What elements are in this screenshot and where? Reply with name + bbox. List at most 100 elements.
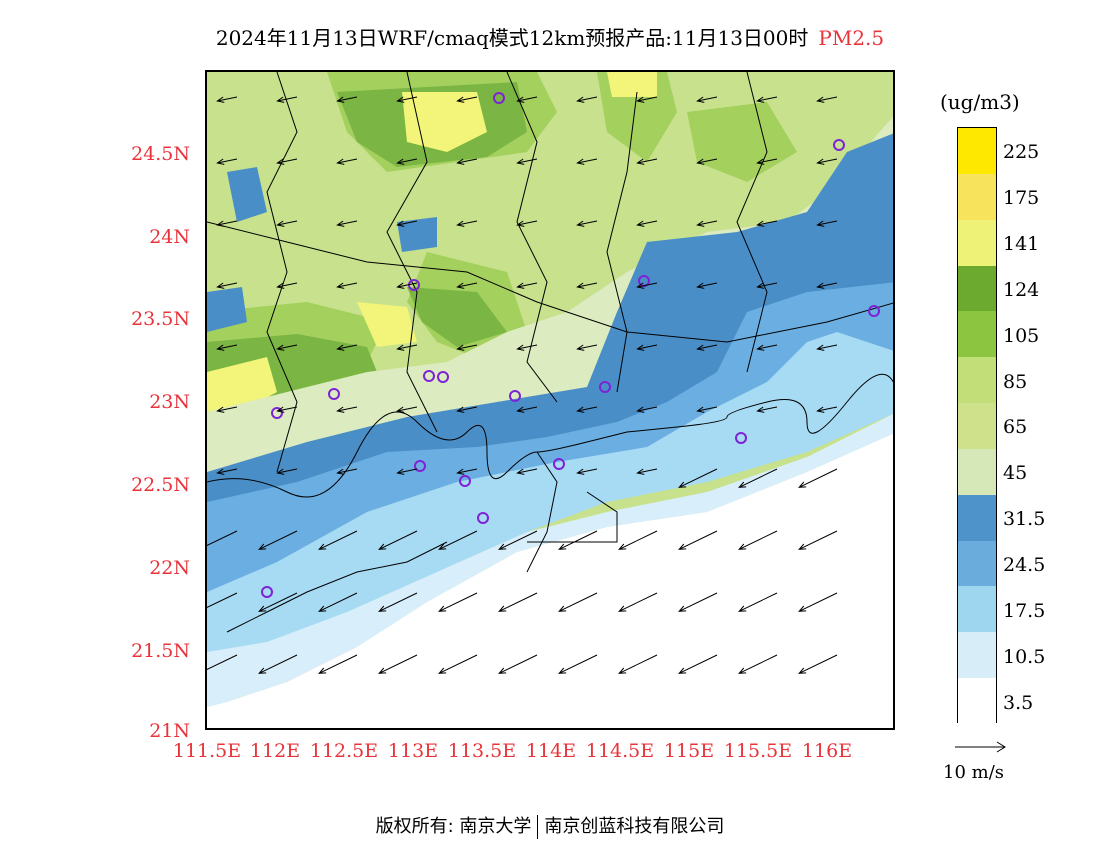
wind-vector xyxy=(816,158,838,165)
wind-vector xyxy=(576,282,598,289)
wind-vector xyxy=(678,654,718,674)
wind-vector xyxy=(816,220,838,227)
wind-vector xyxy=(678,592,718,612)
colorbar-swatch xyxy=(958,586,996,633)
wind-vector xyxy=(696,158,718,165)
wind-vector xyxy=(258,530,298,550)
wind-vector xyxy=(456,158,478,165)
wind-vector xyxy=(576,96,598,103)
wind-vector xyxy=(756,344,778,351)
colorbar-unit: (ug/m3) xyxy=(940,90,1020,114)
wind-vector xyxy=(696,96,718,103)
wind-vector xyxy=(756,220,778,227)
station-marker xyxy=(477,512,489,524)
wind-vector xyxy=(816,96,838,103)
wind-vector xyxy=(276,468,298,475)
lon-label-112: 112E xyxy=(249,740,301,762)
wind-vector xyxy=(576,158,598,165)
wind-vector xyxy=(216,406,238,413)
wind-vector xyxy=(696,220,718,227)
colorbar-label-124: 124 xyxy=(1003,279,1040,301)
station-marker xyxy=(423,370,435,382)
station-marker xyxy=(509,390,521,402)
wind-vector xyxy=(636,220,658,227)
concentration-field xyxy=(207,72,893,728)
colorbar-swatch xyxy=(958,173,996,220)
station-marker xyxy=(414,460,426,472)
colorbar-label-105: 105 xyxy=(1003,325,1040,347)
station-marker xyxy=(261,586,273,598)
wind-vector xyxy=(258,654,298,674)
wind-vector xyxy=(696,344,718,351)
colorbar-swatch xyxy=(958,219,996,266)
map-title: 2024年11月13日WRF/cmaq模式12km预报产品:11月13日00时 P… xyxy=(0,22,1100,51)
wind-vector xyxy=(396,282,418,289)
credit-right: 南京创蓝科技有限公司 xyxy=(544,816,725,837)
wind-vector xyxy=(396,96,418,103)
colorbar-label-24-5: 24.5 xyxy=(1003,554,1046,576)
wind-vector xyxy=(516,344,538,351)
wind-vector xyxy=(636,282,658,289)
wind-vector xyxy=(216,344,238,351)
wind-vector xyxy=(207,654,238,671)
station-marker xyxy=(493,92,505,104)
lon-label-111-5: 111.5E xyxy=(172,740,242,762)
wind-vector xyxy=(816,406,838,413)
pm25-map xyxy=(205,70,895,730)
wind-vector xyxy=(216,96,238,103)
wind-vector xyxy=(516,96,538,103)
wind-vector xyxy=(756,158,778,165)
wind-vector xyxy=(738,530,778,550)
colorbar-label-85: 85 xyxy=(1003,371,1028,393)
wind-vector xyxy=(336,468,358,475)
station-marker xyxy=(599,381,611,393)
wind-vector xyxy=(636,96,658,103)
wind-vector xyxy=(396,158,418,165)
wind-vector xyxy=(318,654,358,674)
wind-vector xyxy=(636,158,658,165)
colorbar-label-65: 65 xyxy=(1003,416,1028,438)
colorbar-swatch xyxy=(958,678,996,724)
wind-vector xyxy=(336,96,358,103)
wind-vector xyxy=(336,158,358,165)
wind-vector xyxy=(798,654,838,674)
wind-vector xyxy=(396,468,418,475)
wind-vector xyxy=(336,344,358,351)
field-mid-green xyxy=(207,72,797,372)
wind-vector xyxy=(618,592,658,612)
colorbar-swatch xyxy=(958,128,996,174)
lat-label-23-5: 23.5N xyxy=(131,308,190,330)
wind-vector xyxy=(276,406,298,413)
credit-separator xyxy=(537,815,539,839)
field-pale-green xyxy=(207,116,893,472)
wind-vector xyxy=(816,344,838,351)
station-marker xyxy=(328,388,340,400)
wind-vector xyxy=(498,654,538,674)
wind-vector xyxy=(396,406,418,413)
wind-vector xyxy=(516,468,538,475)
wind-vectors xyxy=(207,96,838,674)
lat-label-24: 24N xyxy=(149,226,190,248)
title-product: PM2.5 xyxy=(818,26,885,50)
wind-vector xyxy=(696,282,718,289)
colorbar-swatch xyxy=(958,494,996,541)
wind-vector xyxy=(516,282,538,289)
wind-vector xyxy=(636,468,658,475)
wind-vector xyxy=(756,96,778,103)
wind-vector xyxy=(276,158,298,165)
wind-vector xyxy=(636,344,658,351)
colorbar-swatch xyxy=(958,403,996,449)
lat-label-21-5: 21.5N xyxy=(131,640,190,662)
wind-reference-label: 10 m/s xyxy=(943,762,1004,783)
station-marker xyxy=(271,407,283,419)
wind-vector xyxy=(276,96,298,103)
wind-vector xyxy=(396,220,418,227)
colorbar-label-175: 175 xyxy=(1003,187,1040,209)
lon-label-113: 113E xyxy=(387,740,439,762)
lon-label-113-5: 113.5E xyxy=(447,740,517,762)
colorbar-swatch xyxy=(958,540,996,587)
lon-label-115: 115E xyxy=(663,740,715,762)
wind-vector xyxy=(618,654,658,674)
wind-vector xyxy=(207,592,238,609)
boundaries xyxy=(207,72,893,633)
